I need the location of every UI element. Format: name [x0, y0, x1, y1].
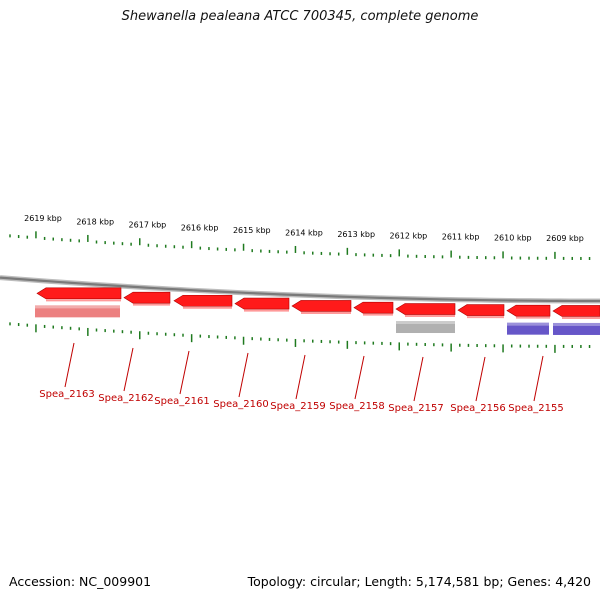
gene-label[interactable]: Spea_2161	[154, 396, 209, 407]
gene-label[interactable]: Spea_2160	[213, 399, 268, 410]
scale-label: 2612 kbp	[390, 232, 428, 241]
feature-block-highlight	[396, 321, 455, 325]
gene-arrow[interactable]	[234, 297, 290, 310]
genome-backbone	[0, 275, 600, 304]
scale-label: 2609 kbp	[546, 234, 584, 243]
gene-arrow[interactable]	[123, 291, 171, 304]
gene-label[interactable]: Spea_2162	[98, 393, 153, 404]
gene-arrow[interactable]	[457, 304, 505, 316]
feature-block	[396, 321, 455, 334]
label-leader	[475, 356, 486, 402]
gene-label[interactable]: Spea_2156	[450, 403, 505, 414]
feature-tracks	[35, 305, 600, 335]
gene-arrow[interactable]	[36, 287, 122, 300]
label-leader	[413, 356, 424, 402]
scale-label: 2613 kbp	[337, 230, 375, 239]
label-leader	[533, 355, 544, 402]
gene-arrow[interactable]	[173, 294, 233, 307]
label-leader	[354, 355, 365, 400]
feature-block	[35, 305, 120, 318]
gene-arrow[interactable]	[395, 303, 456, 315]
scale-label: 2611 kbp	[442, 233, 480, 242]
scale-label: 2616 kbp	[181, 224, 219, 233]
gene-label[interactable]: Spea_2157	[388, 403, 443, 414]
scale-ticks	[9, 231, 591, 353]
label-leader	[295, 354, 306, 400]
scale-label: 2619 kbp	[24, 214, 62, 223]
feature-block-highlight	[553, 322, 600, 326]
scale-label: 2618 kbp	[76, 217, 114, 226]
scale-label: 2617 kbp	[129, 221, 167, 230]
gene-arrow[interactable]	[506, 304, 551, 317]
gene-arrow[interactable]	[353, 301, 394, 314]
scale-label: 2615 kbp	[233, 226, 271, 235]
feature-block-highlight	[507, 322, 549, 326]
gene-label[interactable]: Spea_2158	[329, 401, 384, 412]
gene-label[interactable]: Spea_2155	[508, 403, 563, 414]
gene-label[interactable]: Spea_2163	[39, 389, 94, 400]
accession-text: Accession: NC_009901	[9, 574, 152, 589]
gene-track	[36, 287, 600, 319]
feature-block-highlight	[35, 305, 120, 309]
backbone-line	[0, 276, 600, 303]
gene-labels: Spea_2163 Spea_2162 Spea_2161 Spea_2160 Spea…	[39, 389, 563, 414]
map-title: Shewanella pealeana ATCC 700345, complet…	[121, 9, 479, 24]
scale-label: 2610 kbp	[494, 234, 532, 243]
genome-summary: Topology: circular; Length: 5,174,581 bp…	[247, 574, 591, 589]
gene-arrow[interactable]	[552, 305, 600, 317]
scale-label: 2614 kbp	[285, 228, 323, 237]
label-leader	[238, 352, 249, 398]
gene-label[interactable]: Spea_2159	[270, 401, 325, 412]
label-leader	[64, 342, 75, 388]
feature-block	[553, 322, 600, 335]
feature-block	[507, 322, 549, 335]
label-leader	[123, 347, 134, 392]
label-leaders	[64, 342, 544, 402]
label-leader	[179, 350, 190, 395]
gene-arrow[interactable]	[291, 300, 352, 312]
scale-labels: 2619 kbp 2618 kbp 2617 kbp 2616 kbp 2615 kbp…	[24, 214, 584, 243]
